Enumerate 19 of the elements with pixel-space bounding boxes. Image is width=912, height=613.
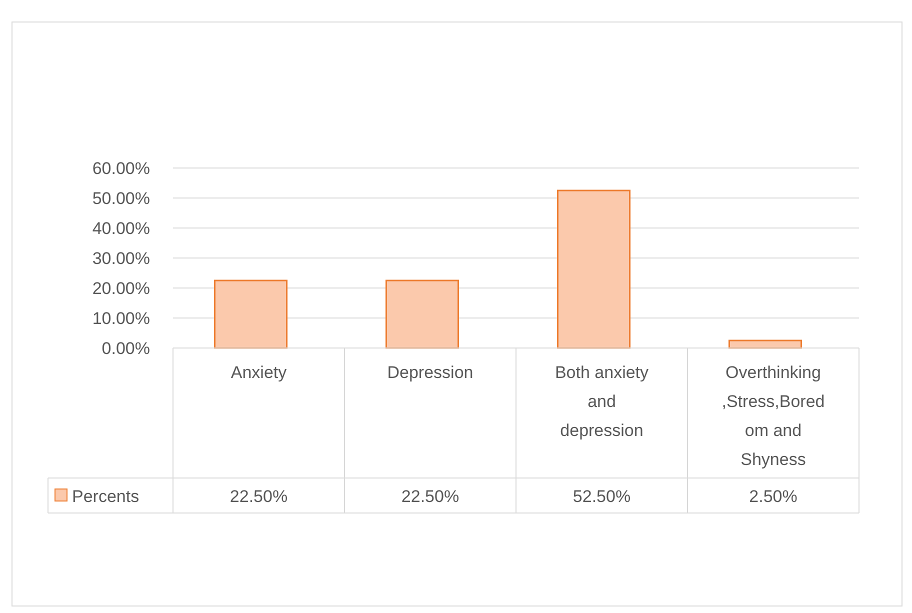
bar [556, 190, 631, 349]
y-tick-label: 0.00% [102, 338, 150, 358]
y-tick-label: 10.00% [92, 308, 150, 328]
data-label: 52.50% [572, 486, 631, 506]
y-tick-label: 20.00% [92, 278, 150, 298]
bar [385, 280, 460, 349]
y-tick-label: 60.00% [92, 158, 150, 178]
y-tick-label: 50.00% [92, 188, 150, 208]
y-tick-label: 30.00% [92, 248, 150, 268]
legend-label: Percents [72, 486, 140, 506]
data-label: 2.50% [749, 486, 798, 506]
y-tick-label: 40.00% [92, 218, 150, 238]
x-tick-label: Overthinking ,Stress,Boredom and Shyness [722, 363, 825, 469]
x-tick-label: Both anxiety and depression [554, 363, 650, 440]
data-label: 22.50% [230, 486, 288, 506]
bar [214, 280, 288, 349]
x-tick-label: Depression [387, 363, 474, 382]
x-tick-label: Anxiety [230, 363, 288, 382]
data-label: 22.50% [401, 486, 460, 506]
